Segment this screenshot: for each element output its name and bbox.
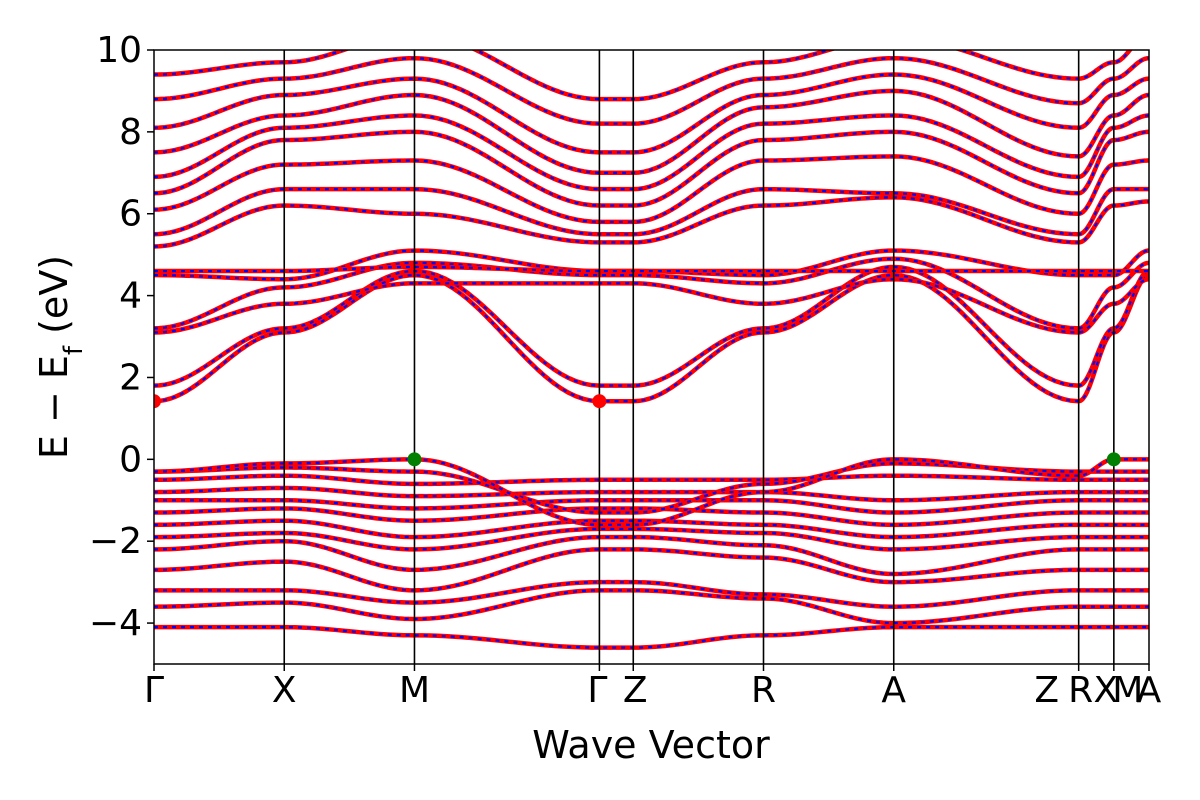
y-tick-label-2: 6 — [119, 194, 142, 235]
cbm-marker-0 — [154, 394, 161, 409]
x-tick-label-4: Z — [623, 670, 648, 711]
y-tick-label-5: 0 — [119, 439, 142, 480]
y-axis-title-main: E − E — [32, 355, 76, 459]
band-21-solid — [154, 154, 1149, 225]
y-tick-label-4: 2 — [119, 357, 142, 398]
high-symmetry-lines — [283, 50, 1115, 664]
x-axis-title: Wave Vector — [532, 723, 770, 767]
x-tick-label-1: X — [272, 670, 297, 711]
band-11-dashed — [154, 462, 1149, 514]
band-2-dashed — [154, 581, 1149, 608]
x-axis-ticks: Γ X M Γ Z R A Z R XMA — [144, 664, 1162, 711]
y-axis-title: E − Ef (eV) — [32, 255, 89, 459]
band-22-dashed — [154, 130, 1149, 207]
y-tick-label-1: 8 — [119, 112, 142, 153]
y-tick-label-7: −4 — [89, 603, 142, 644]
band-6-dashed — [154, 519, 1149, 539]
band-24-solid — [154, 88, 1149, 176]
vbm-marker-3 — [1106, 452, 1121, 467]
x-tick-label-5: R — [751, 670, 776, 711]
x-tick-label-0: Γ — [144, 670, 164, 711]
y-axis-title-subscript: f — [59, 345, 89, 355]
y-axis-title-unit: (eV) — [32, 255, 76, 346]
y-tick-label-3: 4 — [119, 276, 142, 317]
band-1-solid — [154, 588, 1149, 626]
band-27-solid — [154, 50, 1133, 102]
band-25-dashed — [154, 73, 1149, 154]
band-13-dashed — [154, 274, 1149, 403]
bands-layer — [154, 50, 1149, 650]
band-23-solid — [154, 113, 1149, 192]
band-18-solid — [154, 264, 1149, 274]
band-4-dashed — [154, 536, 1149, 576]
y-axis-ticks: 10 8 6 4 2 0 −2 −4 — [89, 30, 154, 644]
extrema-markers — [154, 394, 1121, 467]
band-3-dashed — [154, 548, 1149, 592]
x-tick-label-7: Z — [1034, 670, 1059, 711]
band-19-dashed — [154, 196, 1149, 248]
y-tick-label-0: 10 — [96, 30, 142, 71]
band-14-dashed — [154, 265, 1149, 387]
cbm-marker-1 — [592, 394, 607, 409]
band-26-dashed — [154, 57, 1149, 125]
band-16-dashed — [154, 257, 1149, 330]
y-tick-label-6: −2 — [89, 521, 142, 562]
band-12-dashed — [154, 458, 1149, 526]
x-tick-label-8: R — [1068, 670, 1093, 711]
plot-frame — [153, 49, 1150, 665]
band-15-dashed — [154, 278, 1149, 334]
band-10-solid — [154, 473, 1149, 487]
vbm-marker-2 — [407, 452, 422, 467]
x-tick-label-6: A — [881, 670, 906, 711]
x-tick-label-3: Γ — [587, 670, 607, 711]
band-0-solid — [154, 624, 1149, 650]
x-tick-label-9: X — [1094, 670, 1119, 711]
band-5-dashed — [154, 527, 1149, 551]
x-tick-label-10: M — [1112, 670, 1143, 711]
band-9-solid — [154, 485, 1149, 503]
x-tick-label-11: A — [1137, 670, 1162, 711]
x-tick-label-2: M — [399, 670, 430, 711]
band-20-dashed — [154, 188, 1149, 236]
